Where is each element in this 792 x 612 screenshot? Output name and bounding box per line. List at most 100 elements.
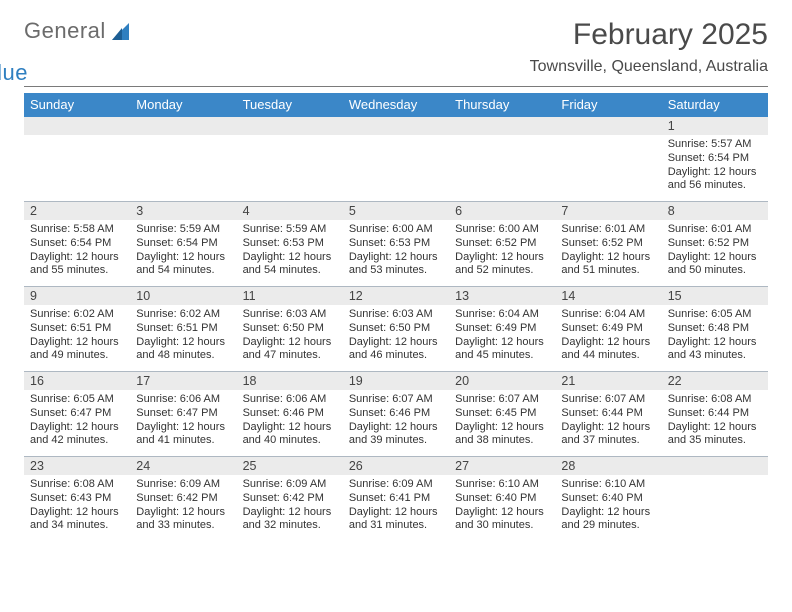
day-cell: Sunrise: 6:02 AMSunset: 6:51 PMDaylight:…	[24, 305, 130, 371]
day-number: 21	[555, 372, 661, 390]
sunset-text: Sunset: 6:52 PM	[561, 237, 655, 251]
daylight-text: Daylight: 12 hours and 55 minutes.	[30, 251, 124, 279]
daylight-text: Daylight: 12 hours and 30 minutes.	[455, 506, 549, 534]
sunrise-text: Sunrise: 5:59 AM	[136, 223, 230, 237]
daylight-text: Daylight: 12 hours and 41 minutes.	[136, 421, 230, 449]
daylight-text: Daylight: 12 hours and 56 minutes.	[668, 166, 762, 194]
sunset-text: Sunset: 6:54 PM	[136, 237, 230, 251]
sunrise-text: Sunrise: 6:04 AM	[455, 308, 549, 322]
sunset-text: Sunset: 6:47 PM	[30, 407, 124, 421]
daylight-text: Daylight: 12 hours and 47 minutes.	[243, 336, 337, 364]
daylight-text: Daylight: 12 hours and 45 minutes.	[455, 336, 549, 364]
sunrise-text: Sunrise: 6:07 AM	[561, 393, 655, 407]
sunset-text: Sunset: 6:49 PM	[561, 322, 655, 336]
day-cell: Sunrise: 6:01 AMSunset: 6:52 PMDaylight:…	[662, 220, 768, 286]
daylight-text: Daylight: 12 hours and 38 minutes.	[455, 421, 549, 449]
day-cell: Sunrise: 6:09 AMSunset: 6:42 PMDaylight:…	[237, 475, 343, 541]
week-body-row: Sunrise: 6:08 AMSunset: 6:43 PMDaylight:…	[24, 475, 768, 541]
calendar-week: 1Sunrise: 5:57 AMSunset: 6:54 PMDaylight…	[24, 117, 768, 201]
day-cell: Sunrise: 6:08 AMSunset: 6:44 PMDaylight:…	[662, 390, 768, 456]
daylight-text: Daylight: 12 hours and 43 minutes.	[668, 336, 762, 364]
sunset-text: Sunset: 6:44 PM	[668, 407, 762, 421]
sunrise-text: Sunrise: 6:06 AM	[243, 393, 337, 407]
daylight-text: Daylight: 12 hours and 37 minutes.	[561, 421, 655, 449]
sunset-text: Sunset: 6:41 PM	[349, 492, 443, 506]
day-cell: Sunrise: 6:09 AMSunset: 6:41 PMDaylight:…	[343, 475, 449, 541]
header-rule	[24, 86, 768, 87]
daylight-text: Daylight: 12 hours and 46 minutes.	[349, 336, 443, 364]
daylight-text: Daylight: 12 hours and 54 minutes.	[136, 251, 230, 279]
sunset-text: Sunset: 6:54 PM	[30, 237, 124, 251]
day-number	[343, 117, 449, 135]
sunset-text: Sunset: 6:40 PM	[455, 492, 549, 506]
sail-icon	[112, 21, 134, 47]
sunrise-text: Sunrise: 6:06 AM	[136, 393, 230, 407]
calendar-grid: 1Sunrise: 5:57 AMSunset: 6:54 PMDaylight…	[24, 117, 768, 541]
day-number: 28	[555, 457, 661, 475]
sunrise-text: Sunrise: 6:01 AM	[561, 223, 655, 237]
daylight-text: Daylight: 12 hours and 49 minutes.	[30, 336, 124, 364]
day-number	[237, 117, 343, 135]
sunrise-text: Sunrise: 6:09 AM	[136, 478, 230, 492]
day-cell: Sunrise: 6:01 AMSunset: 6:52 PMDaylight:…	[555, 220, 661, 286]
sunset-text: Sunset: 6:46 PM	[243, 407, 337, 421]
day-number: 19	[343, 372, 449, 390]
day-number: 16	[24, 372, 130, 390]
sunset-text: Sunset: 6:53 PM	[243, 237, 337, 251]
dow-monday: Monday	[130, 93, 236, 117]
day-number	[662, 457, 768, 475]
sunset-text: Sunset: 6:48 PM	[668, 322, 762, 336]
day-cell: Sunrise: 6:03 AMSunset: 6:50 PMDaylight:…	[237, 305, 343, 371]
day-number: 22	[662, 372, 768, 390]
sunrise-text: Sunrise: 6:03 AM	[243, 308, 337, 322]
day-cell	[662, 475, 768, 541]
sunrise-text: Sunrise: 6:02 AM	[30, 308, 124, 322]
day-number: 2	[24, 202, 130, 220]
daylight-text: Daylight: 12 hours and 54 minutes.	[243, 251, 337, 279]
sunrise-text: Sunrise: 6:08 AM	[668, 393, 762, 407]
sunrise-text: Sunrise: 6:00 AM	[455, 223, 549, 237]
sunrise-text: Sunrise: 6:10 AM	[455, 478, 549, 492]
dow-friday: Friday	[555, 93, 661, 117]
sunset-text: Sunset: 6:51 PM	[30, 322, 124, 336]
daylight-text: Daylight: 12 hours and 33 minutes.	[136, 506, 230, 534]
daylight-text: Daylight: 12 hours and 34 minutes.	[30, 506, 124, 534]
week-body-row: Sunrise: 5:58 AMSunset: 6:54 PMDaylight:…	[24, 220, 768, 286]
day-number: 4	[237, 202, 343, 220]
dow-sunday: Sunday	[24, 93, 130, 117]
sunrise-text: Sunrise: 6:09 AM	[349, 478, 443, 492]
day-cell: Sunrise: 5:57 AMSunset: 6:54 PMDaylight:…	[662, 135, 768, 201]
daylight-text: Daylight: 12 hours and 32 minutes.	[243, 506, 337, 534]
day-cell	[24, 135, 130, 201]
sunrise-text: Sunrise: 6:09 AM	[243, 478, 337, 492]
daylight-text: Daylight: 12 hours and 35 minutes.	[668, 421, 762, 449]
day-number: 10	[130, 287, 236, 305]
day-cell: Sunrise: 6:05 AMSunset: 6:48 PMDaylight:…	[662, 305, 768, 371]
week-body-row: Sunrise: 6:02 AMSunset: 6:51 PMDaylight:…	[24, 305, 768, 371]
daynum-row: 9101112131415	[24, 287, 768, 305]
day-cell	[449, 135, 555, 201]
day-cell: Sunrise: 6:02 AMSunset: 6:51 PMDaylight:…	[130, 305, 236, 371]
daylight-text: Daylight: 12 hours and 44 minutes.	[561, 336, 655, 364]
dow-saturday: Saturday	[662, 93, 768, 117]
day-number: 24	[130, 457, 236, 475]
calendar-week: 2345678Sunrise: 5:58 AMSunset: 6:54 PMDa…	[24, 201, 768, 286]
day-cell: Sunrise: 6:00 AMSunset: 6:52 PMDaylight:…	[449, 220, 555, 286]
day-number: 18	[237, 372, 343, 390]
sunset-text: Sunset: 6:51 PM	[136, 322, 230, 336]
day-number: 12	[343, 287, 449, 305]
sunset-text: Sunset: 6:52 PM	[668, 237, 762, 251]
dow-wednesday: Wednesday	[343, 93, 449, 117]
daylight-text: Daylight: 12 hours and 51 minutes.	[561, 251, 655, 279]
calendar-week: 16171819202122Sunrise: 6:05 AMSunset: 6:…	[24, 371, 768, 456]
day-number: 20	[449, 372, 555, 390]
day-number: 7	[555, 202, 661, 220]
calendar-week: 232425262728Sunrise: 6:08 AMSunset: 6:43…	[24, 456, 768, 541]
day-number: 27	[449, 457, 555, 475]
day-cell: Sunrise: 6:00 AMSunset: 6:53 PMDaylight:…	[343, 220, 449, 286]
title-block: February 2025 Townsville, Queensland, Au…	[530, 18, 768, 76]
sunrise-text: Sunrise: 6:07 AM	[349, 393, 443, 407]
sunset-text: Sunset: 6:53 PM	[349, 237, 443, 251]
daylight-text: Daylight: 12 hours and 50 minutes.	[668, 251, 762, 279]
day-of-week-header: Sunday Monday Tuesday Wednesday Thursday…	[24, 93, 768, 117]
